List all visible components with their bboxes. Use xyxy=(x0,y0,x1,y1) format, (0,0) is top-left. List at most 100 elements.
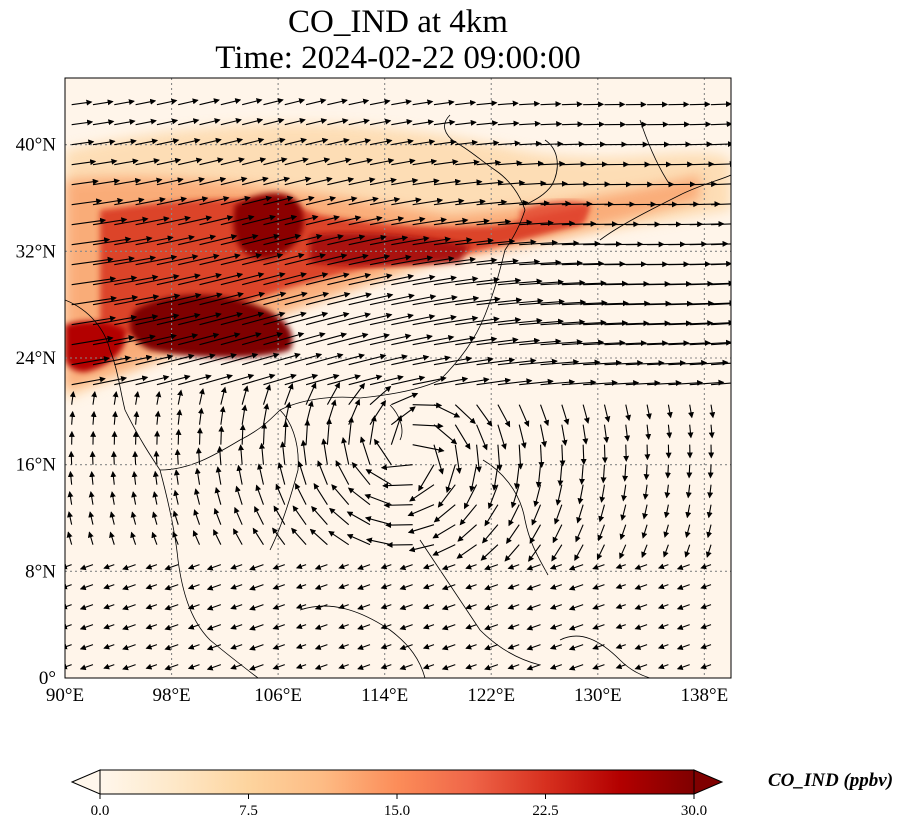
wind-vector xyxy=(272,604,285,610)
lon-tick-label: 114°E xyxy=(361,685,408,706)
wind-vector xyxy=(540,299,587,306)
wind-vector xyxy=(380,563,392,570)
wind-vector xyxy=(689,339,731,346)
wind-vector xyxy=(275,483,286,505)
wind-vector xyxy=(455,119,477,126)
wind-vector xyxy=(709,404,716,419)
wind-vector xyxy=(561,319,607,326)
wind-vector xyxy=(79,644,94,651)
wind-vector xyxy=(348,138,372,146)
wind-vector xyxy=(380,583,392,590)
wind-vector xyxy=(369,216,405,226)
wind-vector xyxy=(199,291,244,306)
wind-vector xyxy=(399,564,413,571)
wind-vector xyxy=(71,256,114,266)
wind-vector xyxy=(199,195,230,206)
wind-vector xyxy=(220,98,242,106)
wind-vector xyxy=(625,360,665,367)
wind-vector xyxy=(507,583,520,590)
map-panel xyxy=(65,78,731,678)
wind-vector xyxy=(164,664,179,671)
wind-vector xyxy=(601,444,608,464)
wind-vector xyxy=(305,400,314,425)
wind-vector xyxy=(622,464,629,482)
wind-vector xyxy=(476,337,519,346)
wind-vector xyxy=(518,404,530,427)
wind-vector xyxy=(348,382,365,405)
wind-vector xyxy=(391,99,412,106)
wind-vector xyxy=(206,624,222,631)
wind-vector xyxy=(309,528,328,546)
wind-vector xyxy=(625,380,661,387)
wind-vector xyxy=(314,604,328,610)
wind-vector xyxy=(156,196,188,206)
wind-vector xyxy=(156,215,191,226)
wind-vector xyxy=(311,506,328,526)
lat-tick-label: 32°N xyxy=(16,241,57,262)
wind-vector xyxy=(422,583,435,590)
wind-vector xyxy=(647,380,682,387)
wind-vector xyxy=(263,272,307,286)
wind-vector xyxy=(327,374,361,386)
wind-vector xyxy=(172,510,179,525)
wind-vector xyxy=(432,544,456,556)
wind-vector xyxy=(380,643,392,650)
wind-vector xyxy=(92,217,128,226)
wind-vector xyxy=(710,141,731,148)
wind-vector xyxy=(369,354,408,366)
wind-vector xyxy=(369,273,415,286)
wind-vector xyxy=(433,376,469,386)
wind-vector xyxy=(497,140,521,147)
wind-vector xyxy=(327,234,366,246)
wind-vector xyxy=(305,382,317,405)
wind-vector xyxy=(465,643,477,650)
wind-vector xyxy=(92,236,132,246)
wind-vector xyxy=(412,294,458,306)
wind-vector xyxy=(603,424,610,444)
wind-vector xyxy=(92,178,121,186)
wind-vector xyxy=(596,544,605,561)
wind-vector xyxy=(625,404,631,422)
wind-vector xyxy=(599,484,606,503)
wind-vector xyxy=(135,216,170,226)
wind-vector xyxy=(187,663,200,670)
wind-vector xyxy=(465,663,477,670)
wind-vector xyxy=(624,424,631,442)
wind-vector xyxy=(135,138,159,146)
lon-tick-label: 106°E xyxy=(254,685,302,706)
wind-vector xyxy=(114,177,142,186)
wind-vector xyxy=(454,424,471,450)
wind-vector xyxy=(92,158,118,166)
wind-vector xyxy=(305,291,351,306)
wind-vector xyxy=(263,176,291,186)
wind-vector xyxy=(433,119,456,126)
wind-vector xyxy=(497,337,541,346)
colorbar-gradient xyxy=(99,769,695,795)
wind-vector xyxy=(239,424,246,445)
wind-vector xyxy=(273,505,286,525)
wind-vector xyxy=(455,257,498,266)
wind-vector xyxy=(71,159,97,166)
wind-vector xyxy=(676,564,690,571)
wind-vector xyxy=(89,470,96,485)
wind-vector xyxy=(455,296,501,306)
wind-vector xyxy=(156,118,179,126)
wind-vector xyxy=(710,263,731,266)
wind-vector xyxy=(391,294,437,306)
wind-vector xyxy=(88,491,95,505)
wind-vector xyxy=(295,563,307,570)
wind-vector xyxy=(380,603,392,610)
wind-vector xyxy=(242,311,286,326)
wind-vector xyxy=(284,253,326,266)
wind-vector xyxy=(604,300,651,307)
colorbar-tick-label: 7.5 xyxy=(239,803,258,819)
wind-vector xyxy=(507,603,520,610)
wind-vector xyxy=(65,563,72,570)
wind-vector xyxy=(480,544,499,561)
wind-vector xyxy=(68,450,75,465)
wind-vector xyxy=(192,530,201,545)
wind-vector xyxy=(153,450,160,465)
wind-vector xyxy=(481,524,499,544)
wind-vector xyxy=(455,159,480,166)
wind-vector xyxy=(359,436,371,465)
